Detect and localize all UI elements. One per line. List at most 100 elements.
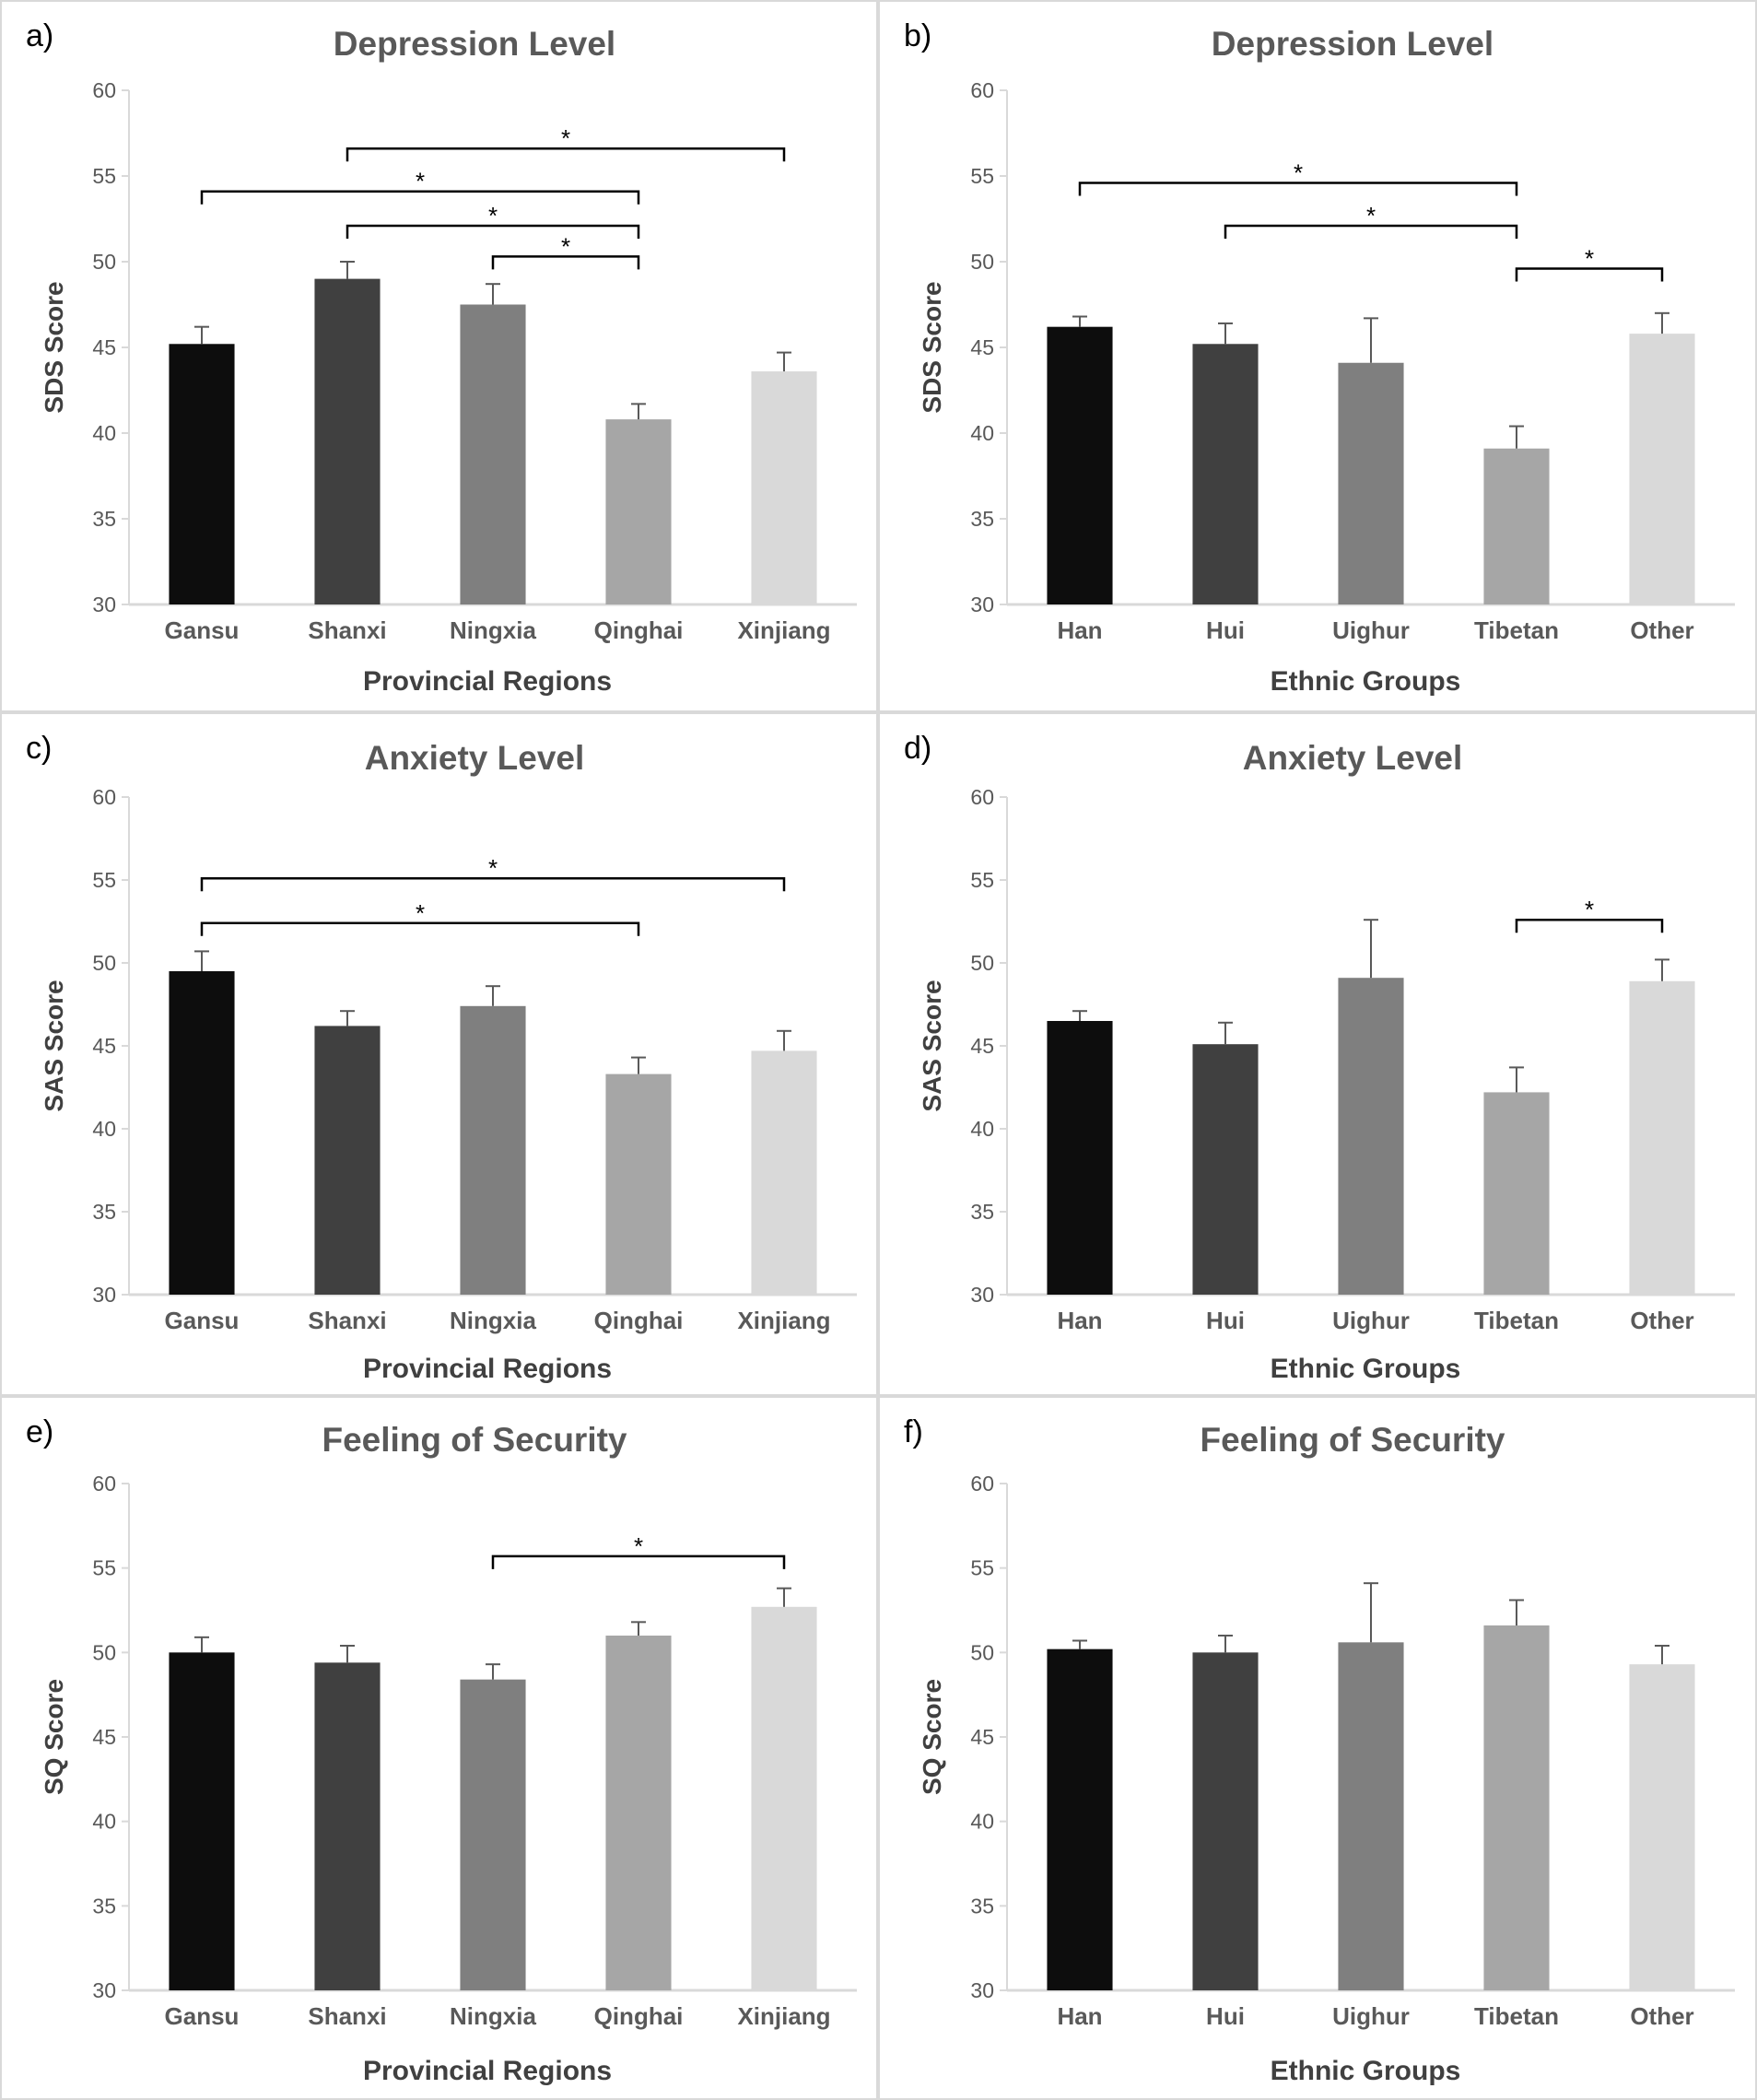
chart-title: Feeling of Security — [1200, 1421, 1505, 1459]
significance-bracket — [200, 921, 640, 936]
y-tick-label: 40 — [970, 1810, 994, 1834]
significance-bracket — [200, 190, 640, 205]
y-axis-label: SAS Score — [918, 980, 946, 1111]
y-tick-label: 30 — [92, 592, 116, 616]
y-tick-label: 30 — [92, 1283, 116, 1307]
y-tick-label: 50 — [970, 250, 994, 274]
y-tick-label: 30 — [970, 592, 994, 616]
bar-gansu — [169, 1652, 235, 1990]
bar-hui — [1192, 1044, 1259, 1295]
bar-ningxia — [460, 304, 526, 604]
y-tick-label: 40 — [970, 1117, 994, 1141]
x-tick-label: Hui — [1206, 616, 1245, 644]
y-tick-label: 60 — [970, 78, 994, 102]
bar-shanxi — [314, 1662, 381, 1990]
significance-star: * — [488, 854, 498, 882]
y-axis-label: SDS Score — [918, 281, 946, 413]
x-axis-label: Ethnic Groups — [1271, 666, 1461, 697]
bar-uighur — [1338, 362, 1404, 604]
bar-xinjiang — [751, 371, 817, 604]
significance-star: * — [1294, 158, 1303, 186]
bar-xinjiang — [751, 1606, 817, 1990]
y-tick-label: 60 — [92, 1472, 116, 1496]
x-axis-label: Provincial Regions — [363, 666, 612, 697]
y-axis-label: SAS Score — [40, 980, 68, 1111]
x-tick-label: Han — [1057, 616, 1102, 644]
x-tick-label: Gansu — [165, 1307, 240, 1334]
y-tick-label: 55 — [970, 1556, 994, 1580]
x-tick-label: Shanxi — [308, 1307, 386, 1334]
y-tick-label: 50 — [92, 1640, 116, 1664]
y-tick-label: 35 — [970, 1894, 994, 1918]
x-tick-label: Ningxia — [450, 2002, 536, 2030]
y-tick-label: 60 — [92, 785, 116, 809]
significance-bracket — [346, 224, 640, 239]
y-tick-label: 40 — [970, 421, 994, 445]
x-tick-label: Gansu — [165, 616, 240, 644]
significance-bracket — [1078, 182, 1518, 196]
x-tick-label: Tibetan — [1474, 616, 1559, 644]
y-tick-label: 45 — [970, 335, 994, 359]
x-tick-label: Qinghai — [594, 1307, 684, 1334]
y-tick-label: 35 — [92, 1200, 116, 1224]
bar-hui — [1192, 1652, 1259, 1990]
significance-star: * — [1366, 202, 1376, 229]
bar-qinghai — [605, 419, 672, 604]
x-tick-label: Other — [1630, 616, 1693, 644]
bar-uighur — [1338, 978, 1404, 1295]
y-tick-label: 50 — [970, 951, 994, 975]
y-tick-label: 60 — [970, 1472, 994, 1496]
x-tick-label: Ningxia — [450, 1307, 536, 1334]
significance-star: * — [416, 168, 425, 195]
bar-ningxia — [460, 1005, 526, 1295]
y-tick-label: 40 — [92, 421, 116, 445]
y-tick-label: 50 — [970, 1640, 994, 1664]
y-tick-label: 35 — [92, 507, 116, 531]
x-tick-label: Hui — [1206, 1307, 1245, 1334]
bar-han — [1047, 326, 1113, 604]
panel-label: e) — [26, 1414, 53, 1449]
y-tick-label: 60 — [970, 785, 994, 809]
y-tick-label: 55 — [92, 1556, 116, 1580]
bar-han — [1047, 1648, 1113, 1990]
panel-border — [878, 0, 1757, 712]
chart-panel-d: d) Anxiety Level 30 35 40 45 50 55 60 SAS Score Ha… — [878, 712, 1757, 1396]
bar-han — [1047, 1021, 1113, 1295]
y-tick-label: 55 — [92, 164, 116, 188]
panel-border — [878, 712, 1757, 1396]
panel-label: b) — [904, 18, 931, 53]
chart-panel-c: c) Anxiety Level 30 35 40 45 50 55 60 SAS Score Ga… — [0, 712, 878, 1396]
chart-title: Depression Level — [1212, 25, 1493, 63]
significance-star: * — [634, 1532, 643, 1560]
y-tick-label: 50 — [92, 951, 116, 975]
y-tick-label: 35 — [92, 1894, 116, 1918]
bar-other — [1629, 334, 1695, 604]
bar-qinghai — [605, 1073, 672, 1295]
chart-panel-b: b) Depression Level 30 35 40 45 50 55 60 SDS Scor… — [878, 0, 1757, 712]
x-tick-label: Xinjiang — [737, 2002, 830, 2030]
significance-bracket — [346, 147, 786, 162]
x-tick-label: Tibetan — [1474, 2002, 1559, 2030]
y-tick-label: 40 — [92, 1117, 116, 1141]
x-tick-label: Xinjiang — [737, 616, 830, 644]
y-tick-label: 55 — [92, 868, 116, 892]
x-tick-label: Ningxia — [450, 616, 536, 644]
y-tick-label: 35 — [970, 1200, 994, 1224]
significance-star: * — [561, 232, 570, 260]
y-tick-label: 45 — [970, 1034, 994, 1058]
significance-bracket — [491, 255, 640, 270]
bar-ningxia — [460, 1679, 526, 1990]
panel-label: d) — [904, 731, 931, 766]
bar-hui — [1192, 344, 1259, 604]
chart-panel-f: f) Feeling of Security 30 35 40 45 50 55 60 SQ Sc… — [878, 1396, 1757, 2100]
y-tick-label: 60 — [92, 78, 116, 102]
bar-other — [1629, 1664, 1695, 1990]
y-tick-label: 45 — [92, 1725, 116, 1749]
x-axis-label: Ethnic Groups — [1271, 2056, 1461, 2086]
x-tick-label: Qinghai — [594, 2002, 684, 2030]
x-axis-label: Provincial Regions — [363, 2056, 612, 2086]
x-tick-label: Shanxi — [308, 616, 386, 644]
chart-panel-e: e) Feeling of Security 30 35 40 45 50 55 60 SQ Sc… — [0, 1396, 878, 2100]
significance-bracket — [1515, 267, 1664, 282]
x-tick-label: Other — [1630, 2002, 1693, 2030]
